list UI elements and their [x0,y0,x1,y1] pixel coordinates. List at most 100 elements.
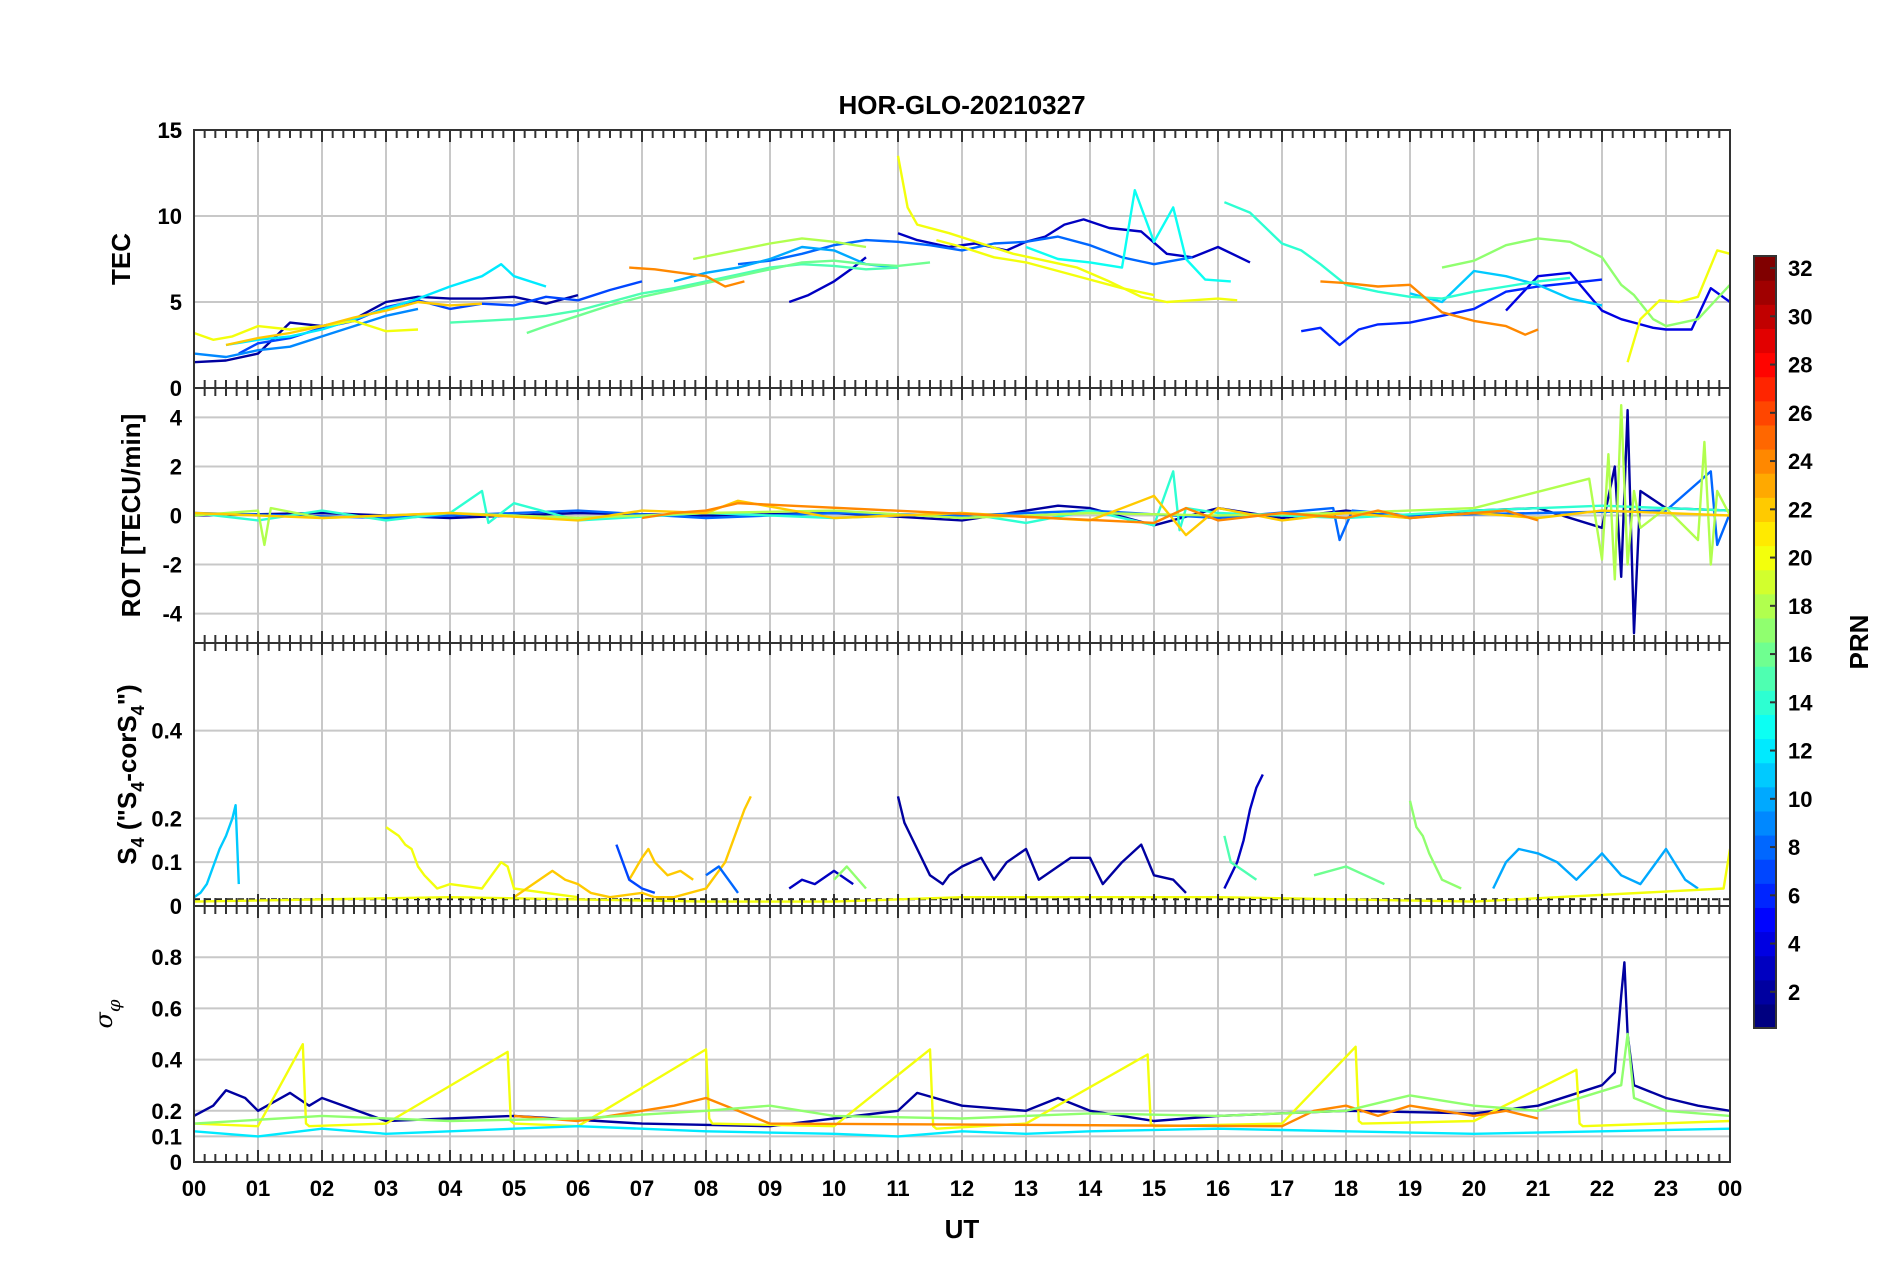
colorbar-cell [1754,352,1776,378]
trace-prn-22 [628,847,694,881]
x-tick-label: 19 [1398,1176,1422,1201]
colorbar-cell [1754,642,1776,667]
colorbar-tick-label: 32 [1788,256,1812,281]
trace-prn-11 [1409,269,1603,307]
colorbar-cell [1754,810,1776,836]
colorbar-cell [1754,256,1776,281]
colorbar-cell [1754,593,1776,619]
colorbar-cell [1754,473,1776,498]
x-tick-label: 10 [822,1176,846,1201]
colorbar-tick-label: 18 [1788,594,1812,619]
panel-sigma_phi: 00.10.2 0.4 0.6 0.8 σφ [90,905,1731,1175]
trace-prn-17 [1408,800,1462,890]
colorbar-tick-label: 4 [1788,932,1801,957]
trace-prn-24 [641,502,1539,525]
colorbar-tick-label: 6 [1788,883,1800,908]
trace-prn-11 [194,804,240,899]
trace-prn-22 [225,300,483,347]
trace-prn-8 [705,865,739,894]
colorbar-tick-label: 30 [1788,304,1812,329]
trace-prn-4 [1505,271,1730,331]
colorbar-cell [1754,424,1776,450]
colorbar-label: PRN [1844,615,1874,670]
colorbar-tick-label: 24 [1788,449,1813,474]
colorbar-cell [1754,569,1776,595]
trace-prn-12 [225,263,547,347]
colorbar-cell [1754,690,1776,715]
colorbar-cell [1754,955,1776,981]
x-tick-label: 02 [310,1176,334,1201]
colorbar-frame [1753,255,1777,1029]
colorbar-tick-label: 10 [1788,787,1812,812]
x-tick-label: 18 [1334,1176,1358,1201]
trace-prn-20 [194,1042,1730,1130]
panel-s4: 0 0.1 0.2 0.4S4​ ("S4​-corS4​") [112,642,1731,919]
x-tick-label: 01 [246,1176,270,1201]
y-tick-label: 2 [170,454,182,479]
trace-prn-17 [1441,237,1730,328]
colorbar-cell [1754,859,1776,884]
x-tick-label: 16 [1206,1176,1230,1201]
y-axis-label-tec: TEC [106,233,136,285]
x-tick-label: 07 [630,1176,654,1201]
colorbar-tick-label: 12 [1788,739,1812,764]
trace-prn-17 [194,1032,1730,1125]
x-tick-label: 04 [438,1176,463,1201]
y-tick-label: 0 [170,376,182,401]
traces-sigma_phi [194,961,1730,1138]
trace-prn-15 [449,263,899,324]
y-tick-label: 10 [158,204,182,229]
colorbar-cell [1754,907,1776,933]
colorbar-cell [1754,738,1776,764]
colorbar-cell [1754,400,1776,426]
y-tick-label: 0.2 [151,1099,182,1124]
trace-prn-3 [788,869,854,890]
trace-prn-2 [194,961,1730,1128]
y-tick-label: 0.4 [151,719,182,744]
colorbar-tick-label: 16 [1788,642,1812,667]
trace-prn-24 [513,1096,1539,1128]
x-tick-label: 05 [502,1176,526,1201]
traces-tec [194,155,1730,364]
y-tick-label: 0 [170,504,182,529]
colorbar-cell [1754,883,1776,908]
y-tick-label: 0.1 [151,850,182,875]
colorbar-cell [1754,521,1776,547]
colorbar-cell [1754,304,1776,329]
trace-prn-18 [692,237,867,261]
y-tick-label: 0.1 [151,1124,182,1149]
chart-title: HOR-GLO-20210327 [838,90,1085,120]
trace-prn-2 [896,796,1187,894]
y-tick-label: 0.8 [151,945,182,970]
colorbar-cell [1754,497,1776,522]
colorbar-cell [1754,666,1776,691]
x-tick-label: 11 [886,1176,909,1201]
colorbar-cell [1754,786,1776,812]
colorbar-tick-label: 22 [1788,497,1812,522]
x-tick-label: 06 [566,1176,590,1201]
x-tick-label: 00 [182,1176,206,1201]
colorbar-cell [1754,1003,1776,1029]
trace-prn-9 [194,307,419,359]
x-tick-label: 22 [1590,1176,1614,1201]
trace-prn-2 [194,293,579,364]
y-tick-label: 15 [158,118,182,143]
trace-prn-20 [194,319,419,341]
panel-rot: -4 -2 0 2 4 ROT [TECU/min] [116,387,1731,644]
colorbar-cell [1754,280,1776,305]
trace-prn-22 [513,795,752,899]
x-tick-labels: 00 01 02 03 04 05 06 07 08 09 10 11 12 13 14 15 16 17 18 19… [182,1176,1742,1201]
x-tick-label: 03 [374,1176,398,1201]
colorbar-cell [1754,328,1776,354]
colorbar-cell [1754,376,1776,402]
colorbar-cell [1754,714,1776,740]
trace-prn-10 [1492,847,1699,890]
trace-prn-3 [1223,773,1264,890]
y-axis-label-sigma_phi: σφ [90,999,125,1028]
y-tick-label: 0.6 [151,996,182,1021]
x-tick-label: 17 [1270,1176,1294,1201]
trace-prn-24 [629,266,745,288]
trace-prn-10 [673,245,899,283]
trace-prn-24 [1320,280,1539,336]
